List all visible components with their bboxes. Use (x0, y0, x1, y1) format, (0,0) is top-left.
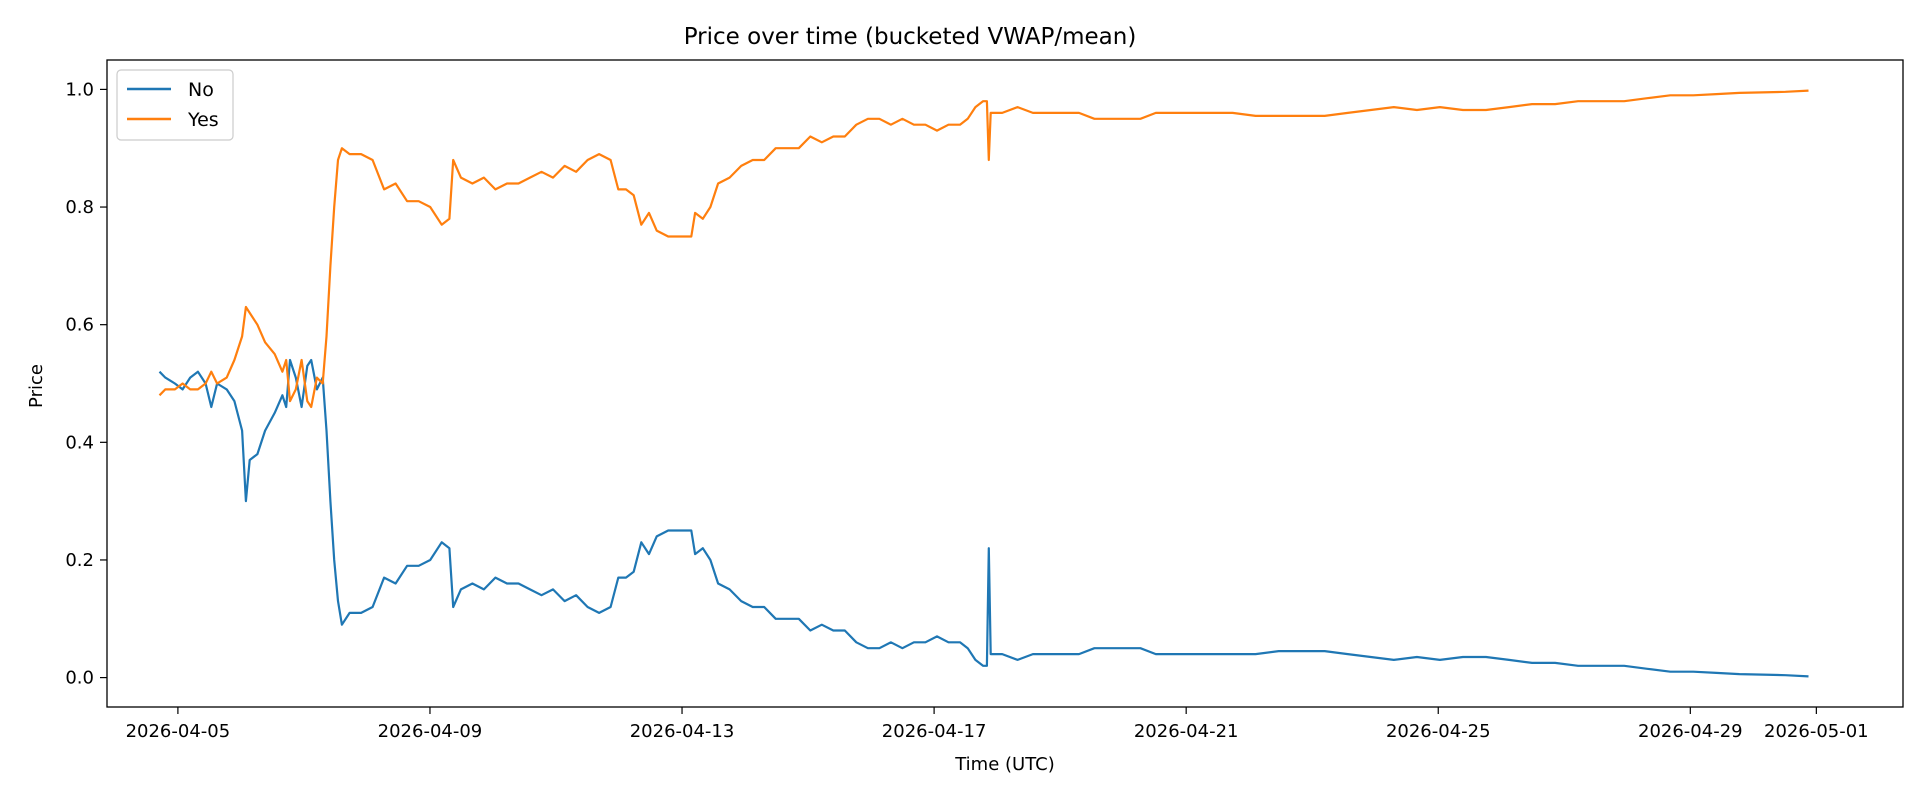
series-line-yes (158, 89, 1809, 409)
x-tick-label: 2026-04-21 (1134, 721, 1239, 742)
y-axis-label: Price (26, 364, 47, 408)
x-tick-label: 2026-04-17 (882, 721, 987, 742)
y-tick-label: 1.0 (65, 79, 94, 100)
legend-box (116, 69, 234, 141)
series-line-no (158, 358, 1809, 678)
x-axis-ticks: 2026-04-05 2026-04-09 2026-04-13 2026-04-17… (126, 707, 1869, 742)
y-tick-label: 0.2 (65, 550, 94, 571)
x-axis-label: Time (UTC) (954, 754, 1055, 775)
legend: No Yes (116, 69, 234, 141)
x-tick-label: 2026-04-09 (378, 721, 483, 742)
x-tick-label: 2026-05-01 (1764, 721, 1869, 742)
legend-label-yes: Yes (187, 109, 219, 131)
plot-frame (106, 59, 1904, 708)
y-tick-label: 0.4 (65, 432, 94, 453)
legend-label-no: No (188, 79, 214, 101)
chart-title: Price over time (bucketed VWAP/mean) (684, 24, 1137, 50)
y-tick-label: 0.8 (65, 197, 94, 218)
x-tick-label: 2026-04-29 (1638, 721, 1743, 742)
y-axis-ticks: 0.0 0.2 0.4 0.6 0.8 1.0 (65, 79, 107, 689)
x-tick-label: 2026-04-05 (126, 721, 231, 742)
x-tick-label: 2026-04-25 (1386, 721, 1491, 742)
plot-lines (158, 89, 1809, 678)
y-tick-label: 0.0 (65, 668, 94, 689)
y-tick-label: 0.6 (65, 315, 94, 336)
x-tick-label: 2026-04-13 (630, 721, 735, 742)
